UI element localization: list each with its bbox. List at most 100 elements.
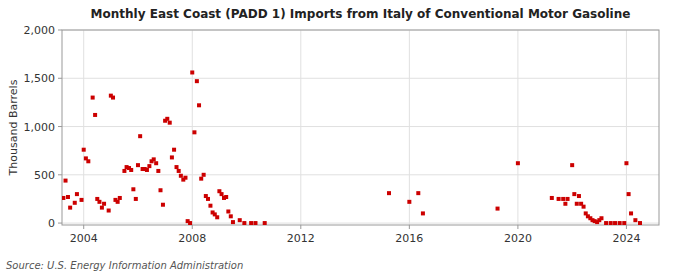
tick-x — [626, 225, 627, 229]
point — [570, 163, 574, 167]
point — [421, 211, 425, 215]
points — [62, 70, 642, 225]
grid-line-x — [300, 30, 301, 225]
point — [175, 165, 179, 169]
tick-label-y: 1,500 — [24, 72, 56, 85]
point — [231, 220, 235, 224]
point — [68, 206, 72, 210]
point — [107, 209, 111, 213]
tick-y — [58, 174, 62, 175]
tick-label-x: 2008 — [178, 232, 206, 245]
point — [97, 200, 101, 204]
point — [624, 161, 628, 165]
point — [199, 177, 203, 181]
grid-line-y — [62, 174, 659, 175]
plot-frame — [62, 30, 659, 225]
point — [66, 195, 70, 199]
point — [638, 221, 642, 225]
grid-line-x — [517, 30, 518, 225]
tick-label-x: 2012 — [287, 232, 315, 245]
tick-label-x: 2004 — [70, 232, 98, 245]
point — [582, 205, 586, 209]
tick-y — [58, 30, 62, 31]
title: Monthly East Coast (PADD 1) Imports from… — [91, 7, 631, 21]
point — [550, 196, 554, 200]
point — [156, 169, 160, 173]
point — [82, 148, 86, 152]
point — [387, 191, 391, 195]
point — [93, 113, 97, 117]
point — [613, 221, 617, 225]
point — [618, 221, 622, 225]
tick-y — [58, 126, 62, 127]
point — [604, 221, 608, 225]
grid-line-x — [192, 30, 193, 225]
point — [208, 204, 212, 208]
tick-label-x: 2016 — [395, 232, 423, 245]
tick-x — [192, 225, 193, 229]
point — [152, 157, 156, 161]
point — [147, 164, 151, 168]
point — [75, 192, 79, 196]
point — [129, 168, 133, 172]
point — [80, 198, 84, 202]
point — [188, 221, 192, 225]
point — [159, 188, 163, 192]
point — [136, 163, 140, 167]
grid-line-x — [409, 30, 410, 225]
point — [575, 202, 579, 206]
point — [161, 203, 165, 207]
point — [118, 196, 122, 200]
point — [195, 79, 199, 83]
point — [609, 221, 613, 225]
point — [215, 215, 219, 219]
grid — [62, 30, 659, 225]
point — [242, 221, 246, 225]
point — [177, 169, 181, 173]
point — [179, 174, 183, 178]
tick-label-x: 2024 — [612, 232, 640, 245]
point — [629, 211, 633, 215]
point — [407, 200, 411, 204]
point — [138, 134, 142, 138]
point — [122, 169, 126, 173]
point — [577, 194, 581, 198]
point — [249, 221, 253, 225]
tick-x — [409, 225, 410, 229]
point — [73, 201, 77, 205]
chart: 05001,0001,5002,000200420082012201620202… — [0, 0, 675, 275]
point — [566, 197, 570, 201]
tick-y — [58, 78, 62, 79]
grid-line-y — [62, 78, 659, 79]
point — [145, 168, 149, 172]
point — [170, 155, 174, 159]
point — [134, 197, 138, 201]
point — [91, 96, 95, 100]
point — [64, 179, 68, 183]
point — [192, 130, 196, 134]
point — [154, 161, 158, 165]
point — [172, 148, 176, 152]
point — [516, 161, 520, 165]
tick-label-y: 0 — [48, 217, 55, 230]
point — [238, 218, 242, 222]
point — [557, 197, 561, 201]
point — [190, 70, 194, 74]
tick-x — [517, 225, 518, 229]
tick-label-y: 2,000 — [24, 24, 56, 37]
point — [561, 197, 565, 201]
point — [622, 221, 626, 225]
point — [220, 192, 224, 196]
point — [224, 195, 228, 199]
tick-label-x: 2020 — [504, 232, 532, 245]
axes: 05001,0001,5002,000200420082012201620202… — [24, 24, 641, 245]
point — [627, 192, 631, 196]
point — [263, 221, 267, 225]
point — [496, 207, 500, 211]
point — [131, 187, 135, 191]
point — [165, 117, 169, 121]
point — [197, 103, 201, 107]
y-axis-label: Thousand Barrels — [7, 79, 20, 176]
point — [416, 191, 420, 195]
point — [102, 202, 106, 206]
